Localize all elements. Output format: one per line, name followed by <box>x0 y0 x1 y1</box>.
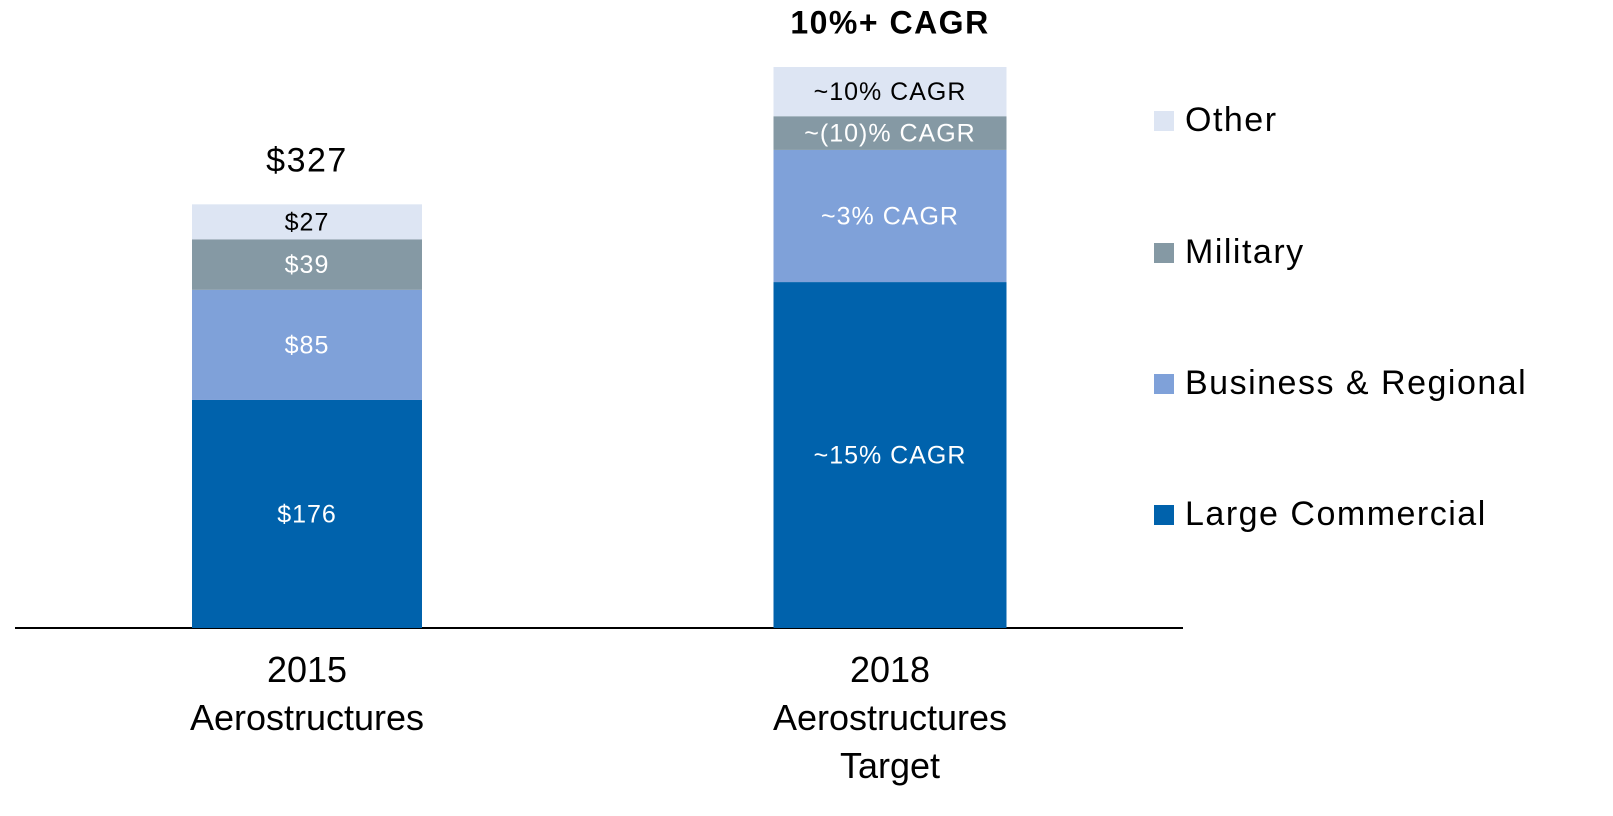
segment-label: $85 <box>285 332 330 360</box>
x-tick-label: 2015 Aerostructures <box>190 649 424 738</box>
bar-segment <box>192 289 422 400</box>
segment-label: ~10% CAGR <box>814 78 967 106</box>
legend-label: Large Commercial <box>1185 495 1487 533</box>
legend-label: Business & Regional <box>1185 364 1527 402</box>
legend-swatch <box>1154 374 1174 394</box>
legend-label: Other <box>1185 101 1278 139</box>
bar-segment <box>773 67 1007 117</box>
bar-segment <box>192 239 422 290</box>
total-label: $327 <box>266 141 348 179</box>
segment-label: ~15% CAGR <box>814 442 967 470</box>
total-label: 10%+ CAGR <box>790 4 989 40</box>
legend-swatch <box>1154 505 1174 525</box>
legend-swatch <box>1154 111 1174 131</box>
bar-segment <box>192 399 422 628</box>
bar-segment <box>773 282 1007 628</box>
segment-label: ~(10)% CAGR <box>804 120 975 148</box>
legend-label: Military <box>1185 233 1305 271</box>
segment-label: ~3% CAGR <box>821 203 959 231</box>
x-tick-label: 2018 Aerostructures Target <box>773 649 1007 786</box>
segment-label: $27 <box>285 208 330 236</box>
bar-segment <box>773 149 1007 283</box>
legend-swatch <box>1154 243 1174 263</box>
segment-label: $176 <box>277 501 337 529</box>
bar-segment <box>192 204 422 240</box>
segment-label: $39 <box>285 251 330 279</box>
bar-segment <box>773 116 1007 150</box>
